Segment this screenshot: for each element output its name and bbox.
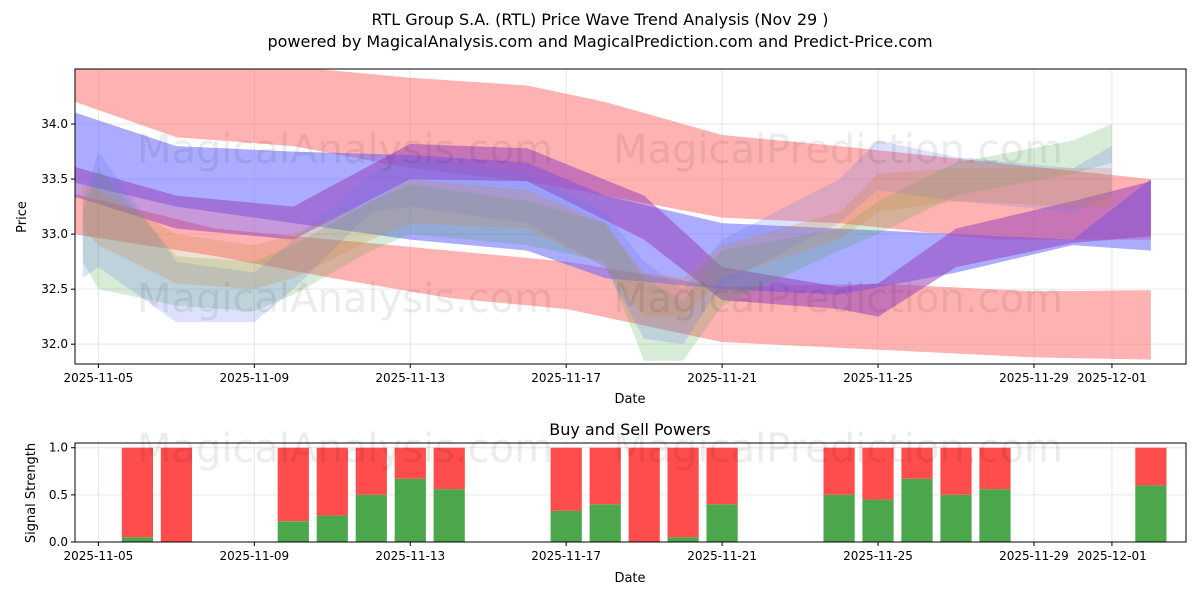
signal-x-tick-label: 2025-11-21: [687, 549, 757, 563]
signal-x-tick-label: 2025-11-09: [219, 549, 289, 563]
price-y-tick-label: 33.0: [41, 227, 68, 241]
sell-power-bar: [862, 447, 894, 500]
sell-power-bar: [901, 447, 933, 479]
buy-power-bar: [433, 489, 465, 542]
chart-title: RTL Group S.A. (RTL) Price Wave Trend An…: [371, 10, 828, 29]
price-x-tick-label: 2025-11-25: [843, 371, 913, 385]
price-x-tick-label: 2025-11-05: [64, 371, 134, 385]
signal-x-axis-label: Date: [614, 571, 645, 586]
light-blue-wave-band: [82, 140, 1112, 345]
signal-x-tick-label: 2025-11-29: [999, 549, 1069, 563]
buy-power-bar: [706, 504, 738, 542]
sell-power-bar: [589, 447, 621, 505]
signal-axes-frame: [74, 442, 1187, 543]
watermark-left-bottom: MagicalAnalysis.com: [137, 426, 553, 472]
sell-power-bar: [316, 447, 348, 516]
watermark-left-mid: MagicalAnalysis.com: [137, 276, 553, 322]
buy-power-bar: [1135, 485, 1167, 542]
orange-wave-band: [82, 168, 1112, 317]
sell-power-bar: [979, 447, 1011, 490]
signal-y-ticks: 0.0 0.5 1.0: [49, 441, 75, 549]
buy-power-bar: [121, 537, 153, 542]
signal-y-axis-label: Signal Strength: [24, 443, 39, 543]
sell-power-bar: [355, 447, 387, 495]
signal-x-ticks: 2025-11-05 2025-11-09 2025-11-13 2025-11-17…: [64, 542, 1147, 563]
price-bands: [75, 69, 1151, 361]
price-axes-frame: [74, 68, 1187, 365]
buy-power-bar: [277, 521, 309, 542]
signal-y-tick-label: 1.0: [49, 441, 68, 455]
red-upper-band: [75, 69, 1151, 240]
price-y-axis-label: Price: [15, 201, 30, 233]
buy-power-bar: [316, 515, 348, 542]
signal-x-tick-label: 2025-11-25: [843, 549, 913, 563]
buy-power-bar: [862, 499, 894, 542]
price-panel: MagicalAnalysis.com MagicalPrediction.co…: [15, 68, 1187, 407]
watermark-right-top: MagicalPrediction.com: [613, 127, 1063, 173]
price-x-tick-label: 2025-11-09: [219, 371, 289, 385]
price-x-tick-label: 2025-11-21: [687, 371, 757, 385]
signal-y-tick-label: 0.5: [49, 488, 68, 502]
buy-power-bar: [979, 489, 1011, 542]
price-x-tick-label: 2025-11-29: [999, 371, 1069, 385]
sell-power-bar: [277, 447, 309, 522]
price-y-tick-label: 32.5: [41, 282, 68, 296]
price-x-tick-label: 2025-11-17: [531, 371, 601, 385]
sell-power-bar: [121, 447, 153, 538]
signal-x-tick-label: 2025-11-05: [64, 549, 134, 563]
watermark-right-bottom: MagicalPrediction.com: [613, 426, 1063, 472]
signal-bars: [121, 447, 1167, 542]
price-x-tick-label: 2025-11-13: [375, 371, 445, 385]
buy-power-bar: [940, 494, 972, 542]
watermark-right-mid: MagicalPrediction.com: [613, 276, 1063, 322]
chart-subtitle: powered by MagicalAnalysis.com and Magic…: [267, 32, 932, 51]
green-wave-band: [82, 124, 1112, 361]
buy-power-bar: [550, 510, 582, 542]
watermark-left-top: MagicalAnalysis.com: [137, 127, 553, 173]
price-x-ticks: 2025-11-05 2025-11-09 2025-11-13 2025-11-17…: [64, 364, 1147, 385]
price-x-axis-label: Date: [614, 392, 645, 407]
sell-power-bar: [940, 447, 972, 495]
sell-power-bar: [706, 447, 738, 505]
signal-y-tick-label: 0.0: [49, 535, 68, 549]
signal-panel: Buy and Sell Powers MagicalAnalysis.com …: [24, 420, 1187, 586]
price-x-tick-label: 2025-12-01: [1077, 371, 1147, 385]
sell-power-bar: [823, 447, 855, 495]
signal-title: Buy and Sell Powers: [549, 420, 711, 439]
sell-power-bar: [433, 447, 465, 490]
sell-power-bar: [667, 447, 699, 538]
buy-power-bar: [823, 494, 855, 542]
buy-power-bar: [667, 537, 699, 542]
purple-trend-band: [75, 143, 1151, 317]
price-y-ticks: 32.0 32.5 33.0 33.5 34.0: [41, 117, 75, 351]
price-y-tick-label: 34.0: [41, 117, 68, 131]
signal-x-tick-label: 2025-11-17: [531, 549, 601, 563]
buy-power-bar: [589, 504, 621, 542]
sell-power-bar: [394, 447, 426, 479]
sell-power-bar: [628, 447, 660, 542]
sell-power-bar: [160, 447, 192, 542]
price-y-tick-label: 32.0: [41, 337, 68, 351]
buy-power-bar: [394, 478, 426, 542]
buy-power-bar: [901, 478, 933, 542]
signal-x-tick-label: 2025-11-13: [375, 549, 445, 563]
signal-x-tick-label: 2025-12-01: [1077, 549, 1147, 563]
buy-power-bar: [355, 494, 387, 542]
sell-power-bar: [1135, 447, 1167, 486]
price-y-tick-label: 33.5: [41, 172, 68, 186]
sell-power-bar: [550, 447, 582, 511]
